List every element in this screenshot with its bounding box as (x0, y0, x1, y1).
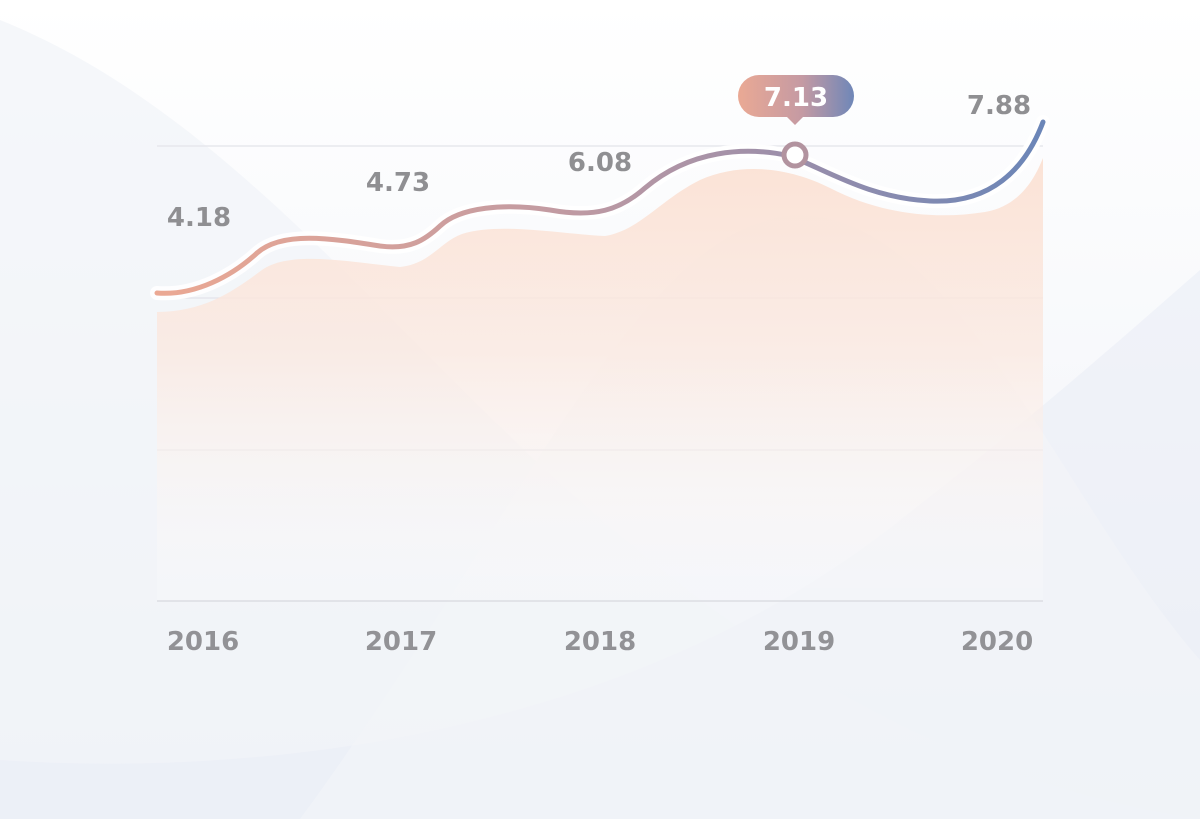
highlight-point-marker[interactable] (781, 141, 809, 169)
data-label-2016: 4.18 (167, 203, 231, 233)
x-tick-label-2019: 2019 (763, 627, 835, 657)
data-label-2018: 6.08 (568, 148, 632, 178)
x-tick-label-2016: 2016 (167, 627, 239, 657)
x-tick-label-2017: 2017 (365, 627, 437, 657)
data-label-2020: 7.88 (967, 91, 1031, 121)
x-axis-tick-labels: 2016 2017 2018 2019 2020 (167, 627, 1033, 657)
highlight-badge-label: 7.13 (764, 83, 828, 113)
highlight-badge (738, 75, 854, 125)
series-line (154, 119, 1046, 296)
data-label-2017: 4.73 (366, 168, 430, 198)
x-tick-label-2018: 2018 (564, 627, 636, 657)
area-fill (157, 158, 1043, 601)
background-wave-left (0, 20, 1200, 819)
highlight-group: 7.13 (738, 75, 854, 169)
x-tick-label-2020: 2020 (961, 627, 1033, 657)
data-labels: 4.18 4.73 6.08 7.88 (167, 91, 1031, 233)
